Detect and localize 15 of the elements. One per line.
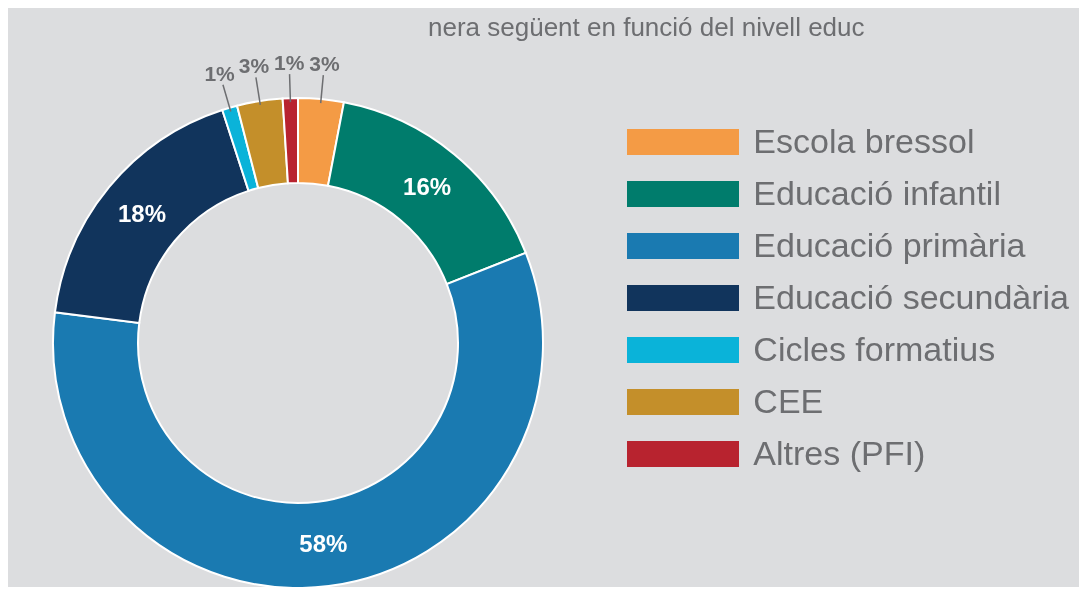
data-label: 58%: [299, 530, 348, 558]
legend-label: Educació primària: [753, 226, 1026, 265]
data-label: 3%: [238, 53, 270, 77]
data-label: 3%: [309, 51, 340, 75]
legend-label: CEE: [753, 382, 824, 421]
legend-label: Educació secundària: [753, 278, 1069, 317]
data-label: 1%: [204, 61, 236, 85]
legend-label: Altres (PFI): [753, 434, 926, 473]
text: nera següent en funció del nivell educ: [428, 12, 865, 43]
data-label: 18%: [117, 200, 166, 228]
data-label: 1%: [273, 50, 305, 74]
data-label: 16%: [403, 173, 452, 201]
legend-label: Educació infantil: [753, 174, 1001, 213]
legend-label: Cicles formatius: [753, 330, 996, 369]
legend-label: Escola bressol: [753, 122, 975, 161]
